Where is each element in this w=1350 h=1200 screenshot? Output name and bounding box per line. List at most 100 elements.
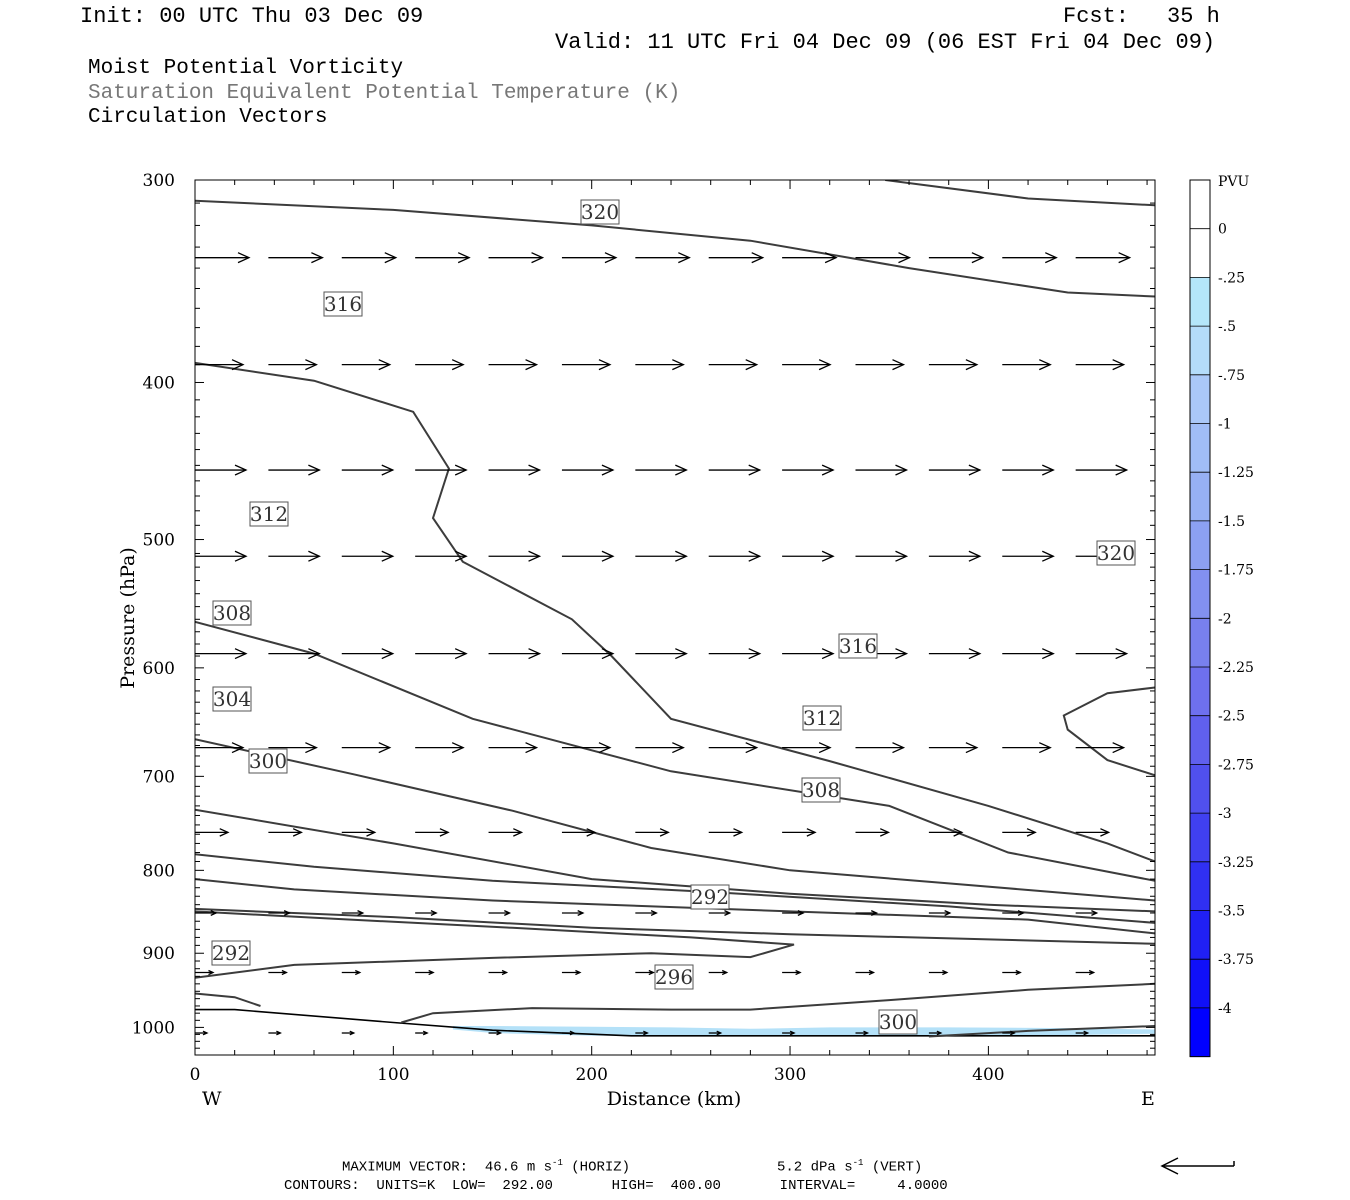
forecast-label: Fcst: — [1063, 4, 1130, 29]
vector-head — [643, 1030, 649, 1036]
vector-head — [898, 252, 912, 264]
vector-head — [531, 252, 545, 264]
vector-head — [797, 910, 805, 916]
vector-head — [748, 648, 762, 660]
colorbar-tick-label: -1.75 — [1218, 563, 1254, 579]
vector-head — [944, 910, 952, 916]
colorbar-swatch — [1190, 910, 1210, 960]
colorbar-tick-label: -1.25 — [1218, 465, 1254, 481]
colorbar-swatch — [1190, 374, 1210, 424]
vector-head — [895, 648, 909, 660]
vector-head — [569, 1030, 576, 1036]
theta-contour — [195, 853, 1155, 924]
colorbar-swatch — [1190, 472, 1210, 522]
colorbar-tick-label: -.25 — [1218, 270, 1245, 286]
vector-head — [378, 742, 392, 754]
vector-head — [895, 464, 909, 476]
vector-head — [724, 910, 732, 916]
vector-head — [965, 742, 979, 754]
colorbar-swatch — [1190, 180, 1210, 230]
vector-head — [308, 648, 321, 660]
plot-frame — [194, 179, 1156, 1056]
colorbar-swatch — [1190, 1007, 1210, 1058]
vector-head — [231, 742, 245, 754]
vector-head — [1039, 359, 1052, 371]
vector-head — [1083, 1030, 1090, 1036]
y-tick-labels: 300 400 500 600 700 800 900 1000 — [132, 171, 175, 1038]
colorbar-swatch — [1190, 813, 1210, 863]
contour-label-box — [878, 1009, 918, 1035]
colorbar-swatch — [1190, 228, 1210, 278]
colorbar-swatch — [1190, 667, 1210, 717]
contour-label-box — [654, 964, 694, 990]
x-axis-title: Distance (km) — [607, 1088, 742, 1110]
vector-head — [281, 969, 288, 976]
axis-ticks — [194, 179, 1155, 1056]
vector-head — [237, 252, 251, 264]
vector-head — [528, 550, 542, 562]
vector-head — [422, 1030, 429, 1036]
vector-head — [381, 550, 395, 562]
vector-head — [454, 648, 468, 660]
max-vector-info: MAXIMUM VECTOR: 46.6 m s-1 (HORIZ) — [342, 1159, 630, 1175]
contour-label-box — [212, 686, 252, 712]
contour-label-box — [690, 884, 730, 910]
colorbar-tick-label: -2 — [1218, 611, 1232, 627]
vector-head — [965, 359, 979, 371]
vector-head — [601, 550, 615, 562]
contour-label-box — [248, 748, 288, 774]
vector-head — [504, 910, 512, 916]
vector-head — [528, 648, 542, 660]
y-tick-label: 900 — [143, 944, 175, 964]
vector-head — [821, 648, 835, 660]
vector-head — [202, 1030, 209, 1036]
colorbar-swatch — [1190, 861, 1210, 911]
vert-vector-info: 5.2 dPa s-1 (VERT) — [777, 1159, 922, 1175]
contour-label-box — [211, 940, 251, 966]
colorbar-tick-label: -3.5 — [1218, 904, 1245, 920]
contour-label-box — [249, 501, 289, 527]
vector-head — [283, 910, 291, 916]
vector-head — [513, 828, 524, 837]
unit-exponent: -1 — [852, 1158, 864, 1168]
colorbar-tick-label: -3.75 — [1218, 952, 1254, 968]
vector-head — [276, 1030, 282, 1036]
vector-head — [1042, 648, 1055, 660]
vector-head — [672, 742, 685, 754]
vector-head — [936, 1030, 943, 1036]
vert-unit: (VERT) — [871, 1159, 923, 1176]
colorbar-swatch — [1190, 764, 1210, 814]
vector-head — [292, 828, 303, 837]
colorbar-swatch — [1190, 520, 1210, 571]
vector-head — [895, 550, 909, 562]
vector-head — [672, 359, 685, 371]
vector-head — [675, 464, 688, 476]
contour-label: 300 — [249, 749, 287, 773]
vector-head — [789, 1030, 796, 1036]
vector-head — [234, 648, 248, 660]
contour-label: 312 — [803, 706, 841, 730]
vector-head — [1042, 464, 1055, 476]
colorbar-tick-label: -3.25 — [1218, 855, 1254, 871]
colorbar-tick-label: -1.5 — [1218, 514, 1245, 530]
vector-head — [349, 1030, 356, 1036]
colorbar-swatch — [1190, 618, 1210, 668]
y-tick-label: 1000 — [132, 1018, 175, 1038]
vector-head — [1017, 910, 1025, 916]
vector-head — [598, 742, 612, 754]
vector-head — [577, 910, 585, 916]
vector-head — [501, 969, 509, 976]
vector-head — [308, 550, 321, 562]
vector-head — [357, 910, 365, 916]
field-title-thetae: Saturation Equivalent Potential Temperat… — [88, 82, 681, 105]
vector-head — [818, 359, 832, 371]
theta-contour — [195, 738, 1155, 902]
vector-head — [751, 252, 765, 264]
vector-head — [586, 828, 597, 837]
y-tick-label: 600 — [143, 659, 175, 679]
vector-head — [745, 742, 759, 754]
vector-head — [678, 252, 691, 264]
y-tick-label: 300 — [143, 171, 175, 191]
colorbar-swatch — [1190, 569, 1210, 619]
